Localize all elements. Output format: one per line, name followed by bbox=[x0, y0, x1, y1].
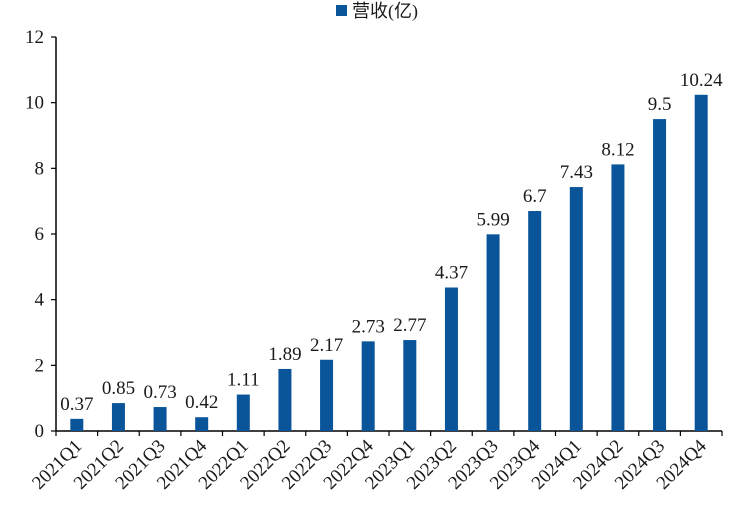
bars bbox=[70, 94, 708, 432]
bar-2022Q2 bbox=[278, 368, 292, 431]
bar-2024Q1 bbox=[569, 187, 583, 431]
bar-2021Q3 bbox=[153, 407, 167, 431]
y-tick-label: 2 bbox=[35, 355, 45, 376]
legend: 营收(亿) bbox=[336, 1, 418, 22]
bar-2024Q2 bbox=[611, 164, 625, 432]
bar-2024Q4 bbox=[694, 94, 708, 431]
data-label-2021Q2: 0.85 bbox=[102, 378, 135, 399]
y-tick-label: 10 bbox=[25, 93, 44, 114]
data-label-2022Q1: 1.11 bbox=[227, 370, 260, 391]
data-label-2021Q4: 0.42 bbox=[185, 392, 218, 413]
y-tick-label: 0 bbox=[35, 421, 45, 442]
legend-swatch bbox=[336, 5, 347, 16]
bar-2024Q3 bbox=[653, 119, 667, 431]
data-label-2022Q4: 2.73 bbox=[352, 316, 385, 337]
data-label-2022Q2: 1.89 bbox=[268, 344, 301, 365]
data-label-2023Q2: 4.37 bbox=[435, 263, 468, 284]
data-label-2024Q2: 8.12 bbox=[601, 139, 634, 160]
bar-2022Q1 bbox=[236, 394, 250, 431]
data-label-2024Q4: 10.24 bbox=[680, 70, 723, 91]
data-label-2021Q3: 0.73 bbox=[143, 382, 176, 403]
data-label-2021Q1: 0.37 bbox=[60, 394, 93, 415]
data-label-2024Q1: 7.43 bbox=[560, 162, 593, 183]
data-label-2023Q3: 5.99 bbox=[476, 209, 509, 230]
bar-2021Q2 bbox=[111, 403, 125, 431]
bar-2021Q1 bbox=[70, 418, 84, 431]
data-label-2023Q4: 6.7 bbox=[523, 186, 547, 207]
legend-label: 营收(亿) bbox=[352, 1, 418, 22]
y-tick-label: 12 bbox=[25, 27, 44, 48]
bar-2023Q3 bbox=[486, 234, 500, 431]
y-tick-label: 8 bbox=[35, 158, 45, 179]
y-tick-label: 6 bbox=[35, 224, 45, 245]
x-axis: 2021Q12021Q22021Q32021Q42022Q12022Q22022… bbox=[28, 430, 723, 494]
data-label-2022Q3: 2.17 bbox=[310, 335, 343, 356]
bar-2023Q1 bbox=[403, 340, 417, 431]
y-axis: 0 2 4 6 8 10 12 bbox=[25, 27, 57, 442]
data-label-2024Q3: 9.5 bbox=[648, 94, 672, 115]
bar-2021Q4 bbox=[195, 417, 209, 431]
data-labels: 0.37 0.85 0.73 0.42 1.11 1.89 2.17 2.73 2.77 4.37… bbox=[60, 70, 723, 415]
bar-2023Q2 bbox=[444, 287, 458, 431]
bar-2022Q4 bbox=[361, 341, 375, 431]
y-tick-label: 4 bbox=[35, 290, 45, 311]
bar-2023Q4 bbox=[528, 211, 542, 431]
bar-2022Q3 bbox=[320, 359, 334, 431]
data-label-2023Q1: 2.77 bbox=[393, 315, 426, 336]
